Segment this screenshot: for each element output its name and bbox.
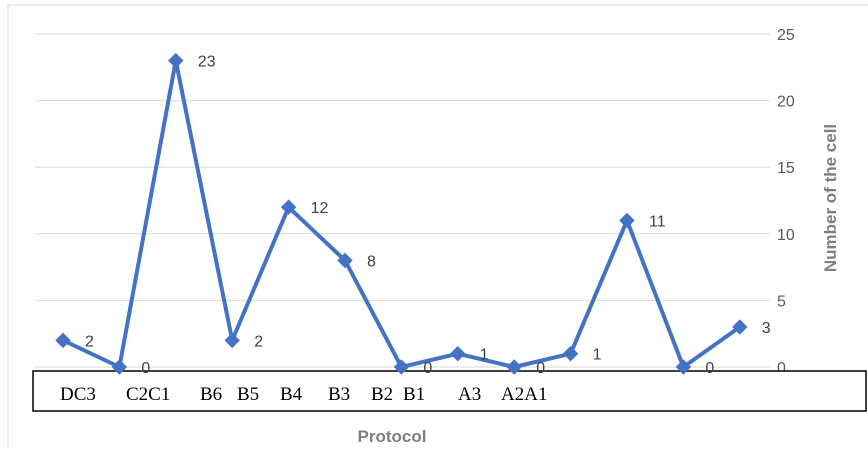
y-tick-label-0: 0 xyxy=(777,360,786,377)
category-label-4: B4 xyxy=(280,384,303,405)
data-label-12: 3 xyxy=(762,320,771,337)
data-point-6 xyxy=(393,359,410,375)
data-point-0 xyxy=(55,332,71,349)
series-markers xyxy=(55,52,748,375)
category-label-3: B5 xyxy=(237,384,259,405)
data-label-0: 2 xyxy=(85,333,94,350)
category-label-box xyxy=(32,370,867,412)
category-label-6: B2 xyxy=(371,384,393,405)
data-label-2: 23 xyxy=(198,54,216,71)
category-label-0: DC3 xyxy=(60,384,96,405)
y-tick-label-10: 10 xyxy=(777,227,795,244)
data-label-4: 12 xyxy=(311,200,329,217)
data-point-2 xyxy=(168,52,184,69)
y-tick-label-15: 15 xyxy=(777,160,795,177)
category-label-7: B1 xyxy=(403,384,425,405)
data-point-3 xyxy=(224,332,240,349)
y-axis-tick-labels: 0 5 10 15 20 25 xyxy=(777,27,795,377)
data-label-6: 0 xyxy=(423,360,432,377)
category-label-8: A3 xyxy=(458,384,481,405)
y-tick-label-5: 5 xyxy=(777,293,786,310)
data-point-1 xyxy=(111,359,128,375)
y-tick-label-25: 25 xyxy=(777,27,795,44)
data-point-10 xyxy=(619,212,635,229)
category-label-1: C2C1 xyxy=(126,384,170,405)
y-axis-title: Number of the cell xyxy=(821,124,840,272)
data-point-4 xyxy=(280,199,297,215)
y-tick-label-20: 20 xyxy=(777,94,795,111)
data-point-9 xyxy=(562,345,579,362)
data-label-1: 0 xyxy=(141,360,150,377)
data-point-7 xyxy=(450,345,466,362)
data-point-11 xyxy=(675,359,692,375)
data-label-10: 11 xyxy=(649,213,666,230)
series-line xyxy=(61,58,742,369)
data-point-12 xyxy=(732,319,748,335)
category-label-5: B3 xyxy=(328,384,350,405)
data-label-11: 0 xyxy=(705,360,714,377)
gridlines xyxy=(35,33,770,368)
data-point-5 xyxy=(337,252,353,269)
category-labels: DC3 C2C1 B6 B5 B4 B3 B2 B1 A3 A2A1 xyxy=(60,384,547,405)
data-label-8: 0 xyxy=(536,360,545,377)
data-label-9: 1 xyxy=(593,347,602,364)
data-point-8 xyxy=(506,359,522,375)
series-0-line xyxy=(61,58,742,369)
data-label-7: 1 xyxy=(480,347,489,364)
data-label-5: 8 xyxy=(367,253,376,270)
data-label-3: 2 xyxy=(254,333,263,350)
category-label-2: B6 xyxy=(200,384,222,405)
category-label-9: A2A1 xyxy=(501,384,547,405)
x-axis-title: Protocol xyxy=(358,427,427,446)
